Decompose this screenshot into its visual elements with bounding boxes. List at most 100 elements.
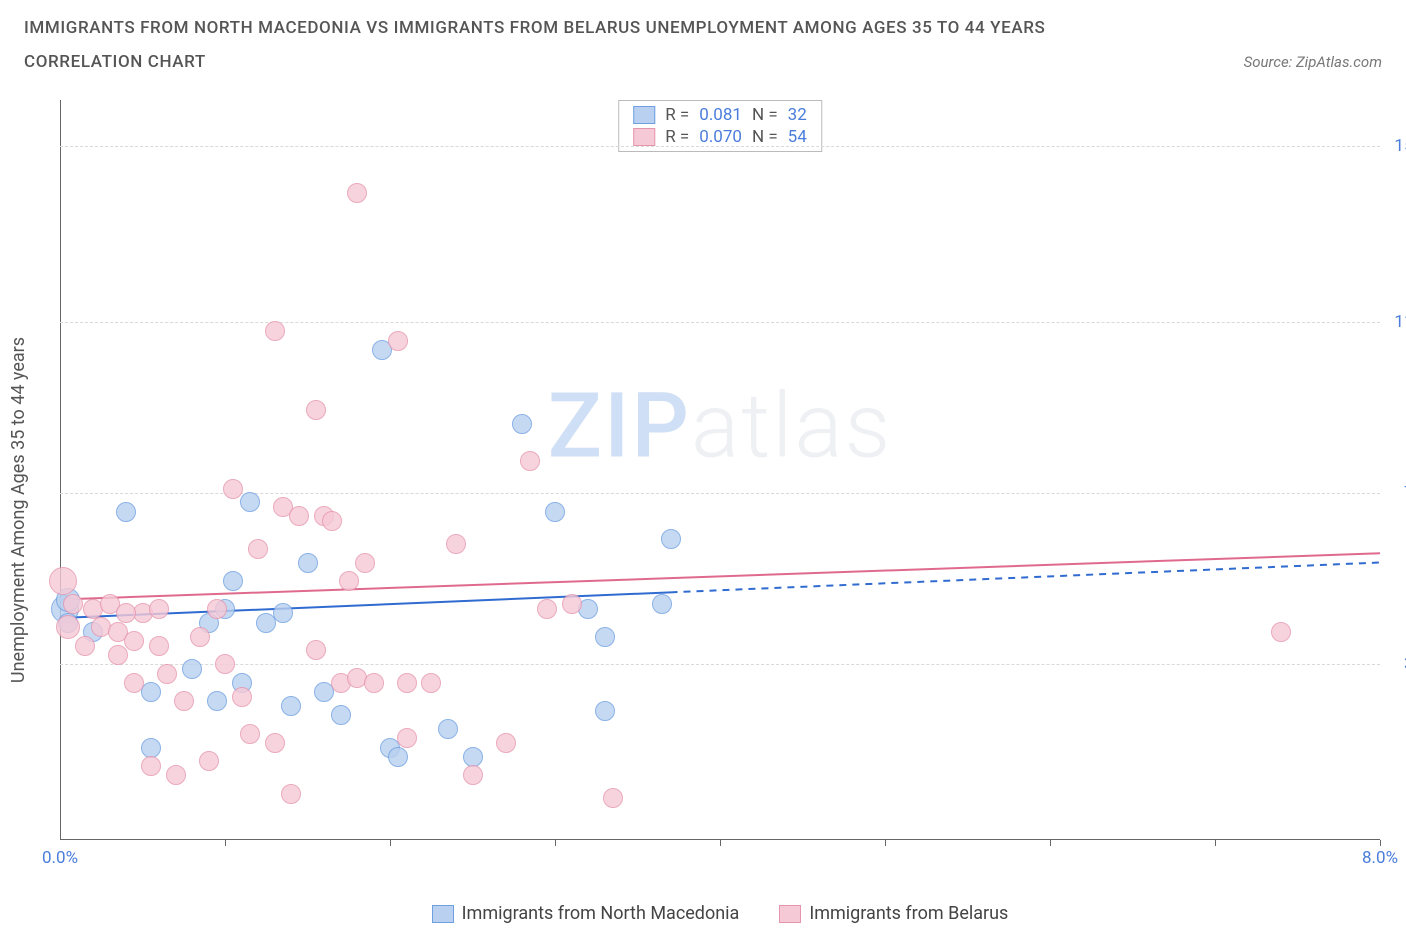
data-point-nm	[141, 738, 161, 758]
data-point-nm	[463, 747, 483, 767]
data-point-by	[322, 511, 342, 531]
data-point-by	[1271, 622, 1291, 642]
data-point-nm	[512, 414, 532, 434]
x-tick	[885, 840, 886, 846]
x-label-max: 8.0%	[1362, 848, 1398, 868]
data-point-by	[339, 571, 359, 591]
data-point-by	[397, 728, 417, 748]
gridline	[60, 493, 1380, 494]
n-value-0: 32	[788, 105, 807, 125]
data-point-nm	[298, 553, 318, 573]
data-point-by	[149, 636, 169, 656]
n-label-1: N =	[752, 127, 778, 147]
gridline	[60, 146, 1380, 147]
data-point-by	[199, 751, 219, 771]
data-point-by	[232, 687, 252, 707]
data-point-by	[306, 400, 326, 420]
data-point-nm	[116, 502, 136, 522]
x-tick	[1050, 840, 1051, 846]
data-point-by	[56, 615, 80, 639]
data-point-by	[116, 603, 136, 623]
r-label-0: R =	[665, 105, 689, 125]
data-point-by	[223, 479, 243, 499]
data-point-by	[215, 654, 235, 674]
data-point-by	[141, 756, 161, 776]
y-axis-label: Unemployment Among Ages 35 to 44 years	[8, 337, 29, 683]
legend-swatch-1	[779, 905, 801, 923]
data-point-by	[289, 506, 309, 526]
data-point-by	[49, 567, 77, 595]
gridline	[60, 322, 1380, 323]
data-point-by	[496, 733, 516, 753]
header: IMMIGRANTS FROM NORTH MACEDONIA VS IMMIG…	[0, 0, 1406, 80]
data-point-by	[108, 645, 128, 665]
data-point-by	[388, 331, 408, 351]
chart-title-line1: IMMIGRANTS FROM NORTH MACEDONIA VS IMMIG…	[24, 18, 1382, 38]
data-point-nm	[595, 627, 615, 647]
data-point-by	[157, 664, 177, 684]
x-tick	[390, 840, 391, 846]
data-point-nm	[281, 696, 301, 716]
data-point-nm	[273, 603, 293, 623]
y-tick-label: 11.2%	[1385, 312, 1406, 332]
x-tick	[720, 840, 721, 846]
data-point-by	[421, 673, 441, 693]
data-point-by	[166, 765, 186, 785]
data-point-nm	[207, 691, 227, 711]
chart-title-line2: CORRELATION CHART	[24, 52, 206, 72]
data-point-by	[265, 733, 285, 753]
data-point-by	[463, 765, 483, 785]
y-tick-label: 15.0%	[1385, 136, 1406, 156]
legend-label-0: Immigrants from North Macedonia	[462, 903, 740, 924]
y-axis-line	[60, 100, 61, 840]
x-tick	[1380, 840, 1381, 846]
data-point-by	[603, 788, 623, 808]
data-point-by	[75, 636, 95, 656]
r-value-1: 0.070	[699, 127, 742, 147]
plot-area: ZIPatlas R = 0.081 N = 32 R = 0.070 N = …	[60, 100, 1380, 840]
legend-item-1: Immigrants from Belarus	[779, 903, 1008, 924]
watermark-part2: atlas	[691, 373, 892, 478]
data-point-by	[537, 599, 557, 619]
data-point-by	[520, 451, 540, 471]
data-point-nm	[661, 529, 681, 549]
watermark-part1: ZIP	[548, 373, 691, 478]
data-point-by	[63, 594, 83, 614]
data-point-by	[562, 594, 582, 614]
data-point-by	[355, 553, 375, 573]
y-tick-label: 3.8%	[1385, 654, 1406, 674]
source-label: Source: ZipAtlas.com	[1244, 53, 1382, 71]
data-point-by	[240, 724, 260, 744]
legend-label-1: Immigrants from Belarus	[809, 903, 1008, 924]
x-tick	[1215, 840, 1216, 846]
data-point-nm	[240, 492, 260, 512]
watermark: ZIPatlas	[548, 373, 893, 478]
swatch-series-0	[633, 106, 655, 124]
data-point-by	[190, 627, 210, 647]
data-point-nm	[595, 701, 615, 721]
swatch-series-1	[633, 128, 655, 146]
data-point-nm	[223, 571, 243, 591]
data-point-nm	[438, 719, 458, 739]
x-tick	[555, 840, 556, 846]
data-point-by	[174, 691, 194, 711]
data-point-by	[149, 599, 169, 619]
legend-swatch-0	[432, 905, 454, 923]
chart-container: Unemployment Among Ages 35 to 44 years Z…	[0, 90, 1406, 930]
data-point-nm	[388, 747, 408, 767]
r-value-0: 0.081	[699, 105, 742, 125]
stats-legend: R = 0.081 N = 32 R = 0.070 N = 54	[618, 100, 822, 152]
data-point-by	[281, 784, 301, 804]
data-point-nm	[652, 594, 672, 614]
y-tick-label: 7.5%	[1385, 483, 1406, 503]
data-point-by	[124, 631, 144, 651]
x-tick	[225, 840, 226, 846]
data-point-nm	[331, 705, 351, 725]
bottom-legend: Immigrants from North Macedonia Immigran…	[60, 903, 1380, 924]
data-point-by	[397, 673, 417, 693]
data-point-by	[306, 640, 326, 660]
data-point-nm	[182, 659, 202, 679]
data-point-by	[124, 673, 144, 693]
data-point-by	[446, 534, 466, 554]
n-label-0: N =	[752, 105, 778, 125]
